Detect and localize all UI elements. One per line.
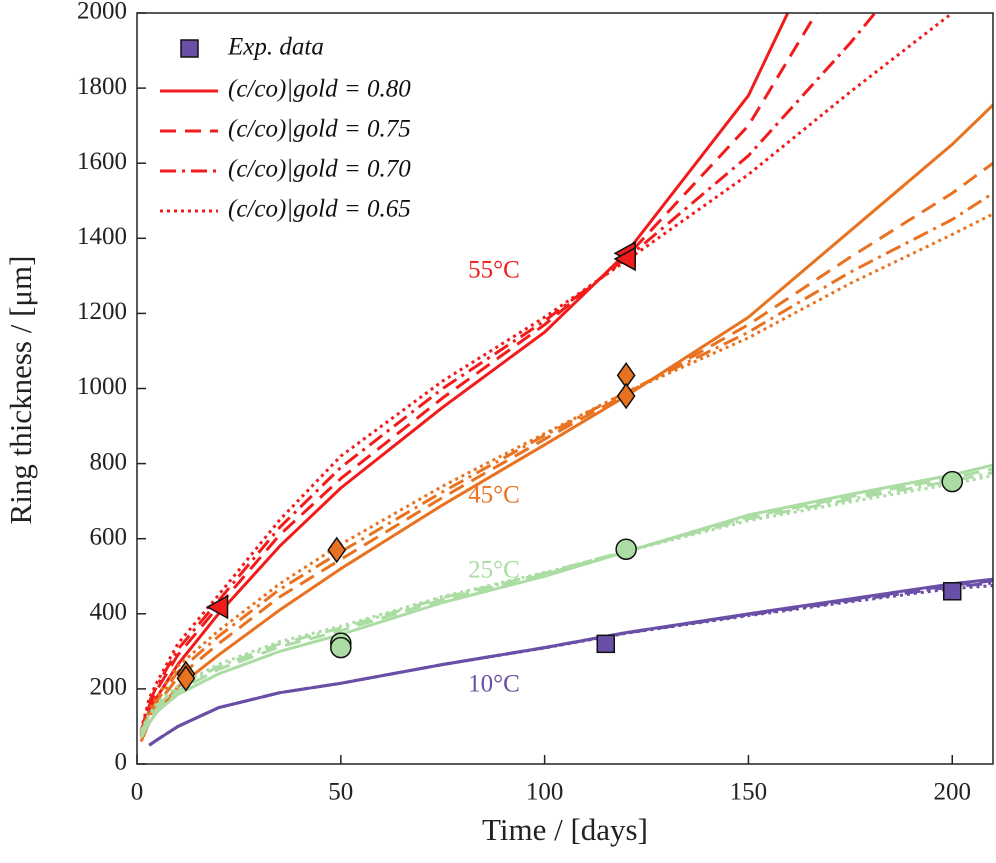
y-tick-label: 1600 <box>77 148 127 175</box>
y-tick-label: 0 <box>115 749 128 776</box>
y-tick-label: 1200 <box>77 298 127 325</box>
y-axis-label: Ring thickness / [μm] <box>3 256 38 525</box>
x-tick-label: 0 <box>131 779 144 806</box>
x-tick-label: 50 <box>328 779 353 806</box>
exp-point <box>941 470 963 493</box>
legend-label: (c/co)|gold = 0.65 <box>228 196 411 223</box>
temperature-label: 45°C <box>468 482 520 509</box>
y-tick-label: 600 <box>90 523 128 550</box>
model-line <box>139 13 790 739</box>
y-tick-label: 1000 <box>77 373 127 400</box>
exp-point <box>942 582 962 601</box>
legend-label: Exp. data <box>227 34 324 61</box>
y-tick-label: 800 <box>90 448 128 475</box>
temperature-label: 10°C <box>468 671 520 698</box>
model-line <box>139 467 993 736</box>
legend-label: (c/co)|gold = 0.70 <box>228 156 411 183</box>
y-tick-label: 400 <box>90 599 128 626</box>
exp-point <box>613 246 636 272</box>
temperature-label: 55°C <box>468 257 520 284</box>
model-line <box>139 471 993 734</box>
model-line <box>139 191 993 737</box>
legend-label: (c/co)|gold = 0.75 <box>228 116 411 143</box>
x-tick-label: 100 <box>526 779 564 806</box>
exp-point <box>616 382 636 410</box>
y-tick-label: 200 <box>90 674 128 701</box>
model-line <box>139 463 993 739</box>
legend-marker <box>180 39 199 58</box>
exp-point <box>176 665 196 692</box>
model-line <box>139 13 955 731</box>
x-tick-label: 150 <box>730 779 768 806</box>
model-line <box>148 581 993 747</box>
model-line <box>139 212 993 735</box>
exp-point <box>596 634 616 654</box>
model-line <box>139 161 993 739</box>
exp-point <box>327 536 347 564</box>
model-line <box>139 13 877 733</box>
x-axis-label: Time / [days] <box>482 812 648 847</box>
exp-point <box>205 594 229 620</box>
plot-lines <box>139 13 993 747</box>
exp-point <box>615 538 637 560</box>
exp-point <box>330 636 352 659</box>
model-line <box>139 13 819 735</box>
y-tick-label: 1400 <box>77 223 127 250</box>
y-tick-label: 2000 <box>77 0 127 25</box>
x-tick-label: 200 <box>933 779 971 806</box>
temperature-label: 25°C <box>468 557 520 584</box>
model-line <box>139 474 993 731</box>
legend-label: (c/co)|gold = 0.80 <box>228 76 411 103</box>
y-tick-label: 1800 <box>77 73 127 100</box>
